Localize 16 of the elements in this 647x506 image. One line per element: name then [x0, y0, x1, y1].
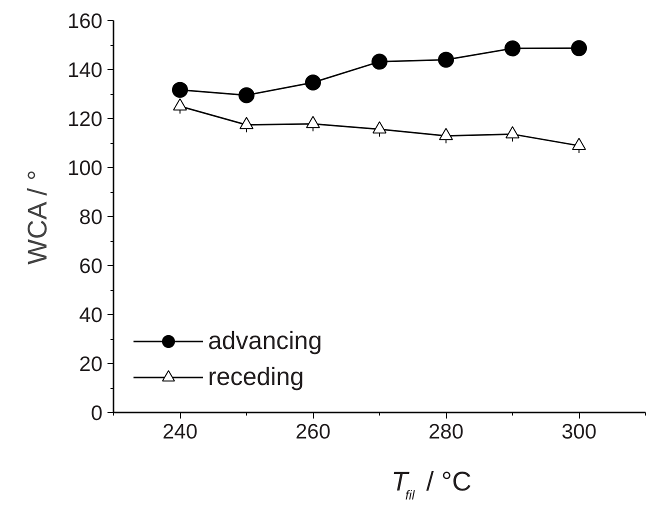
x-tick-label: 260 — [295, 420, 331, 444]
y-tick-label: 40 — [79, 304, 102, 327]
x-tick-label: 300 — [561, 420, 597, 444]
y-tick-label: 100 — [67, 157, 103, 180]
legend-label: receding — [208, 362, 304, 392]
x-tick-label: 240 — [162, 420, 198, 444]
y-tick-label: 0 — [90, 402, 103, 425]
legend-label: advancing — [208, 326, 322, 356]
y-tick-label: 120 — [67, 108, 103, 131]
y-tick-label: 160 — [67, 10, 103, 33]
y-tick-label: 60 — [79, 255, 102, 278]
y-tick-label: 80 — [79, 206, 102, 229]
y-tick-label: 20 — [79, 353, 102, 376]
x-tick-label: 280 — [428, 420, 464, 444]
y-axis-title: WCA / ° — [22, 170, 52, 265]
y-tick-label: 140 — [67, 59, 103, 82]
